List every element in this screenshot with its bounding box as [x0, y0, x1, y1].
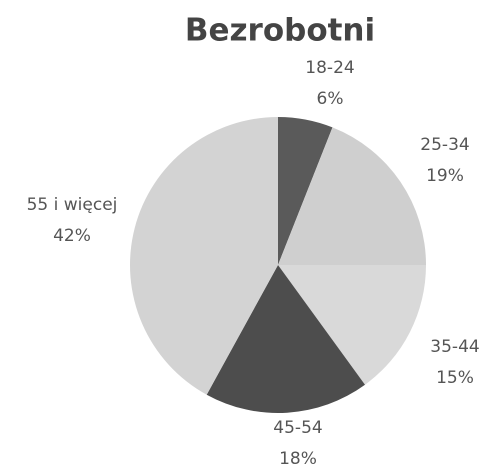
slice-value-label: 42% [53, 226, 91, 246]
slice-category-label: 25-34 [420, 135, 469, 155]
pie-slice [206, 265, 365, 413]
slice-value-label: 15% [436, 368, 474, 388]
pie-slice [129, 117, 278, 395]
slice-category-label: 18-24 [305, 58, 354, 78]
pie-slice [278, 127, 426, 265]
chart-title: Bezrobotni [185, 13, 375, 49]
slice-value-label: 6% [317, 89, 344, 109]
pie-slice [278, 117, 333, 265]
slice-category-label: 45-54 [273, 418, 322, 438]
slice-value-label: 18% [279, 449, 317, 467]
slice-category-label: 55 i więcej [27, 195, 118, 215]
slice-category-label: 35-44 [430, 337, 479, 357]
pie-slice [278, 265, 426, 385]
slice-value-label: 19% [426, 166, 464, 186]
